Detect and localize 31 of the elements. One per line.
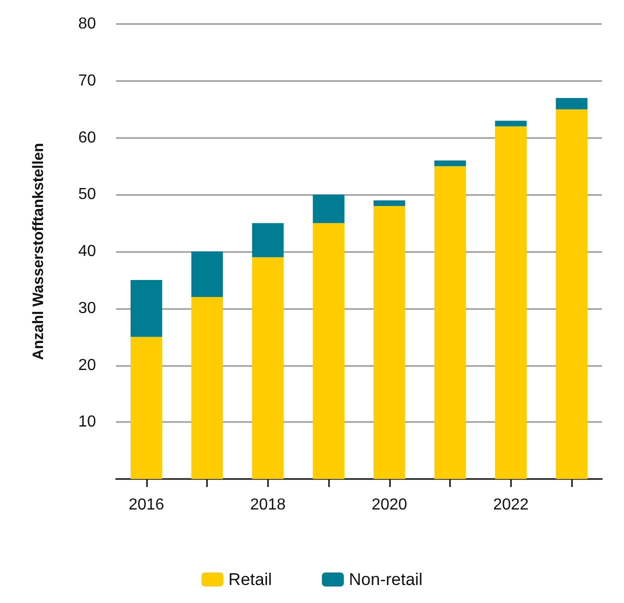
- bar: [556, 109, 588, 479]
- bar: [191, 297, 223, 479]
- bar: [191, 252, 223, 297]
- x-tick-label: 2022: [493, 496, 529, 514]
- bar: [556, 98, 588, 110]
- y-tick-label: 20: [78, 356, 96, 374]
- y-tick-label: 60: [78, 129, 96, 146]
- bar: [252, 223, 284, 258]
- x-tick-label: 2020: [372, 496, 408, 514]
- bar: [312, 194, 344, 224]
- y-tick-label: 40: [78, 243, 96, 260]
- bar: [130, 336, 162, 479]
- y-tick-label: 70: [78, 72, 96, 90]
- y-axis-title: Anzahl Wasserstofftankstellen: [30, 143, 47, 360]
- bar: [374, 206, 406, 479]
- bar: [130, 280, 162, 337]
- bar: [312, 223, 344, 479]
- bar: [252, 257, 284, 479]
- bar: [374, 200, 406, 206]
- bar: [434, 160, 466, 166]
- x-tick-label: 2016: [128, 496, 164, 514]
- y-tick-label: 80: [78, 16, 96, 32]
- x-tick-label: 2018: [250, 496, 286, 514]
- y-tick-label: 50: [78, 186, 96, 204]
- legend-label: Retail: [228, 570, 272, 589]
- y-tick-label: 30: [78, 300, 96, 317]
- bar: [495, 126, 527, 479]
- legend-label: Non-retail: [348, 570, 423, 589]
- bar: [495, 120, 527, 126]
- bar: [434, 166, 466, 479]
- y-tick-label: 10: [78, 414, 96, 431]
